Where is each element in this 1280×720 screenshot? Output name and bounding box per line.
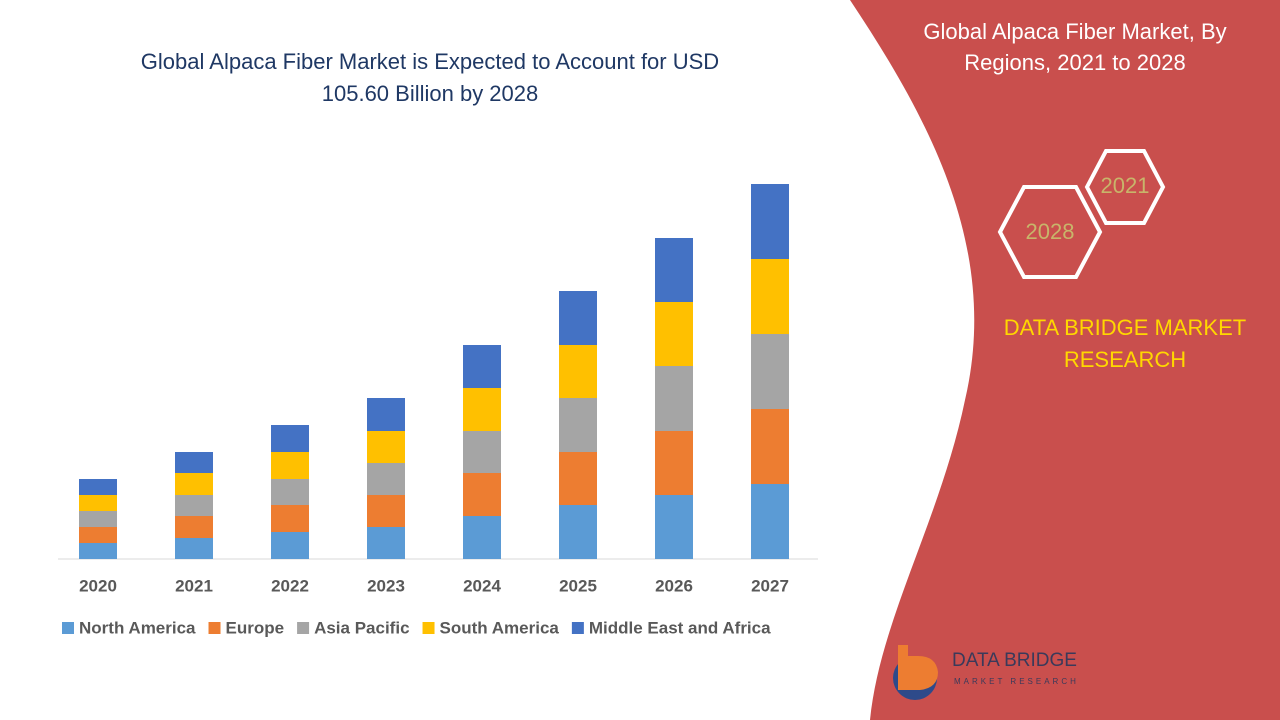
bar-segment bbox=[655, 238, 693, 302]
side-title: Global Alpaca Fiber Market, By Regions, … bbox=[923, 19, 1227, 75]
bar-segment bbox=[79, 495, 117, 511]
side-panel bbox=[850, 0, 1280, 720]
bar-segment bbox=[463, 473, 501, 516]
hexagon-label: 2021 bbox=[1101, 173, 1150, 198]
legend-label: South America bbox=[440, 618, 560, 637]
bar-segment bbox=[367, 431, 405, 463]
bar-segment bbox=[175, 495, 213, 516]
bar-segment bbox=[751, 184, 789, 259]
bar-segment bbox=[751, 259, 789, 334]
logo-name: DATA BRIDGE bbox=[952, 650, 1077, 671]
x-tick-label: 2021 bbox=[175, 576, 213, 595]
bar-segment bbox=[559, 452, 597, 505]
legend-label: Europe bbox=[226, 618, 285, 637]
bar-segment bbox=[463, 516, 501, 559]
legend-label: Middle East and Africa bbox=[589, 618, 771, 637]
bar-segment bbox=[655, 302, 693, 366]
bar-segment bbox=[271, 452, 309, 479]
bar-segment bbox=[559, 345, 597, 398]
bar-segment bbox=[559, 398, 597, 452]
hexagon-label: 2028 bbox=[1026, 219, 1075, 244]
bar-segment bbox=[655, 431, 693, 495]
bar-segment bbox=[175, 452, 213, 473]
legend-swatch bbox=[571, 622, 584, 634]
logo-tagline: MARKET RESEARCH bbox=[954, 677, 1079, 686]
legend-swatch bbox=[62, 622, 74, 634]
hexagon bbox=[997, 185, 1103, 279]
logo: DATA BRIDGE MARKET RESEARCH bbox=[893, 645, 1079, 700]
bar-segment bbox=[79, 527, 117, 543]
bar-segment bbox=[559, 505, 597, 559]
x-tick-label: 2025 bbox=[559, 576, 597, 595]
bar-segment bbox=[751, 484, 789, 559]
bar-segment bbox=[655, 495, 693, 559]
bar-segment bbox=[271, 479, 309, 505]
chart-title: Global Alpaca Fiber Market is Expected t… bbox=[140, 49, 720, 106]
legend-label: North America bbox=[79, 618, 196, 637]
bar-segment bbox=[271, 505, 309, 532]
bar-segment bbox=[79, 511, 117, 527]
bar-segment bbox=[367, 463, 405, 495]
bar-segment bbox=[751, 409, 789, 484]
bar-segment bbox=[751, 334, 789, 409]
bar-segment bbox=[79, 543, 117, 559]
bar-segment bbox=[463, 388, 501, 431]
bar-segment bbox=[175, 516, 213, 538]
legend-swatch bbox=[297, 622, 310, 634]
bar-segment bbox=[175, 473, 213, 495]
bar-segment bbox=[655, 366, 693, 431]
x-tick-label: 2020 bbox=[79, 576, 117, 595]
legend-swatch bbox=[422, 622, 435, 634]
logo-icon bbox=[898, 645, 938, 690]
bar-segment bbox=[367, 495, 405, 527]
bar-segment bbox=[367, 527, 405, 559]
bar-segment bbox=[559, 291, 597, 345]
brand: DATA BRIDGE MARKET RESEARCH bbox=[1003, 315, 1247, 372]
legend-label: Asia Pacific bbox=[314, 618, 409, 637]
bar-segment bbox=[463, 431, 501, 473]
x-tick-label: 2023 bbox=[367, 576, 405, 595]
x-tick-label: 2027 bbox=[751, 576, 789, 595]
x-tick-label: 2026 bbox=[655, 576, 693, 595]
bar-segment bbox=[79, 479, 117, 495]
bar-segment bbox=[271, 425, 309, 452]
legend-swatch bbox=[208, 622, 221, 634]
bar-segment bbox=[175, 538, 213, 559]
hexagon bbox=[1084, 149, 1166, 225]
bar-segment bbox=[367, 398, 405, 431]
bar-segment bbox=[271, 532, 309, 559]
x-tick-label: 2022 bbox=[271, 576, 309, 595]
bar-segment bbox=[463, 345, 501, 388]
x-tick-label: 2024 bbox=[463, 576, 501, 595]
